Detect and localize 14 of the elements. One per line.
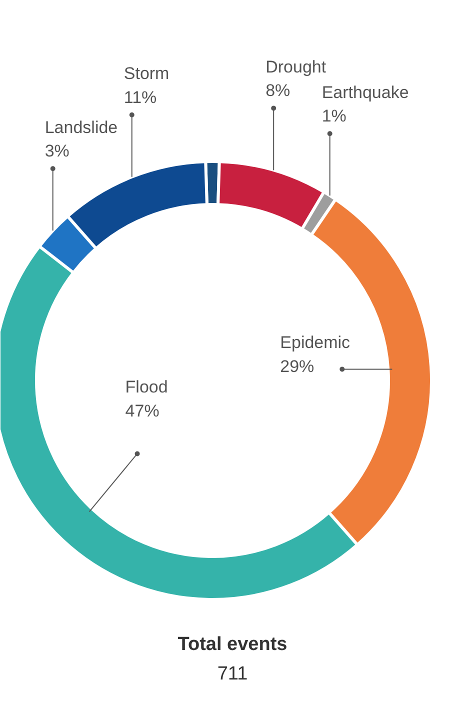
data-label: 29% [280, 356, 314, 376]
data-label: 11% [124, 88, 157, 107]
slice-label: Earthquake [322, 82, 409, 102]
slice-label: Drought [266, 57, 326, 76]
slice-label: Landslide [44, 118, 118, 137]
slice-label: Epidemic [280, 333, 351, 352]
text: 711 [217, 664, 248, 684]
data-label: 47% [125, 401, 160, 420]
data-label: 1% [322, 106, 346, 126]
slice-label: Storm [124, 64, 170, 84]
slice-label: Flood [125, 378, 168, 397]
data-label: 8% [266, 81, 290, 100]
text: Total events [178, 634, 288, 655]
data-label: 3% [44, 142, 70, 161]
